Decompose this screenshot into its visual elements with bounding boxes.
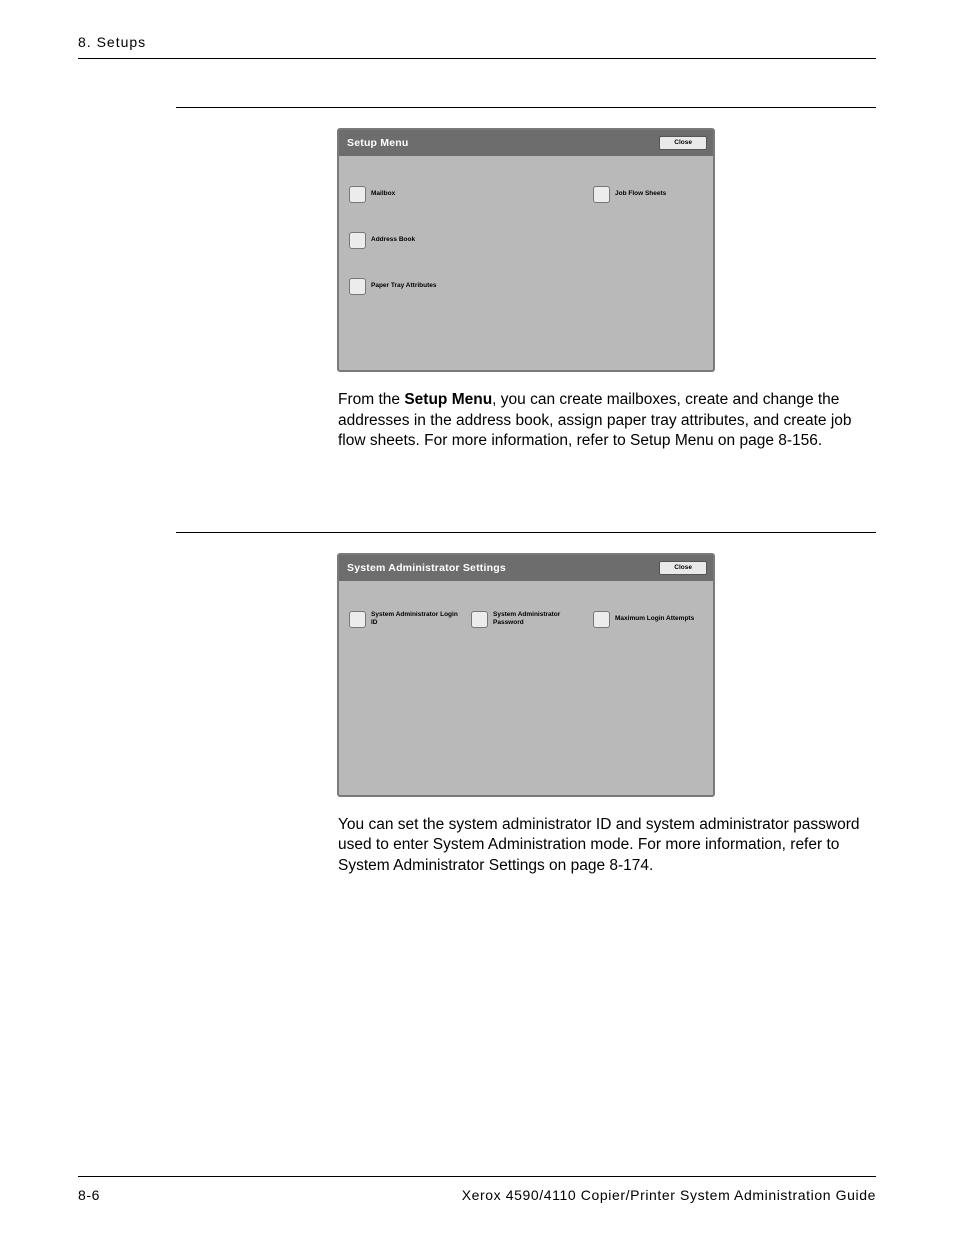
doc-title: Xerox 4590/4110 Copier/Printer System Ad… <box>462 1187 876 1203</box>
text-bold: Setup Menu <box>404 391 492 408</box>
option-password[interactable]: System Administrator Password <box>471 611 583 628</box>
page-footer: 8-6 Xerox 4590/4110 Copier/Printer Syste… <box>78 1176 876 1203</box>
panel-title: Setup Menu <box>347 137 409 149</box>
checkbox-icon <box>593 186 610 203</box>
panel-header: Setup Menu Close <box>339 130 713 156</box>
checkbox-icon <box>471 611 488 628</box>
option-label: System Administrator Login ID <box>371 611 461 627</box>
checkbox-icon <box>593 611 610 628</box>
option-job-flow[interactable]: Job Flow Sheets <box>593 186 666 203</box>
panel-title: System Administrator Settings <box>347 562 506 574</box>
close-button[interactable]: Close <box>659 136 707 151</box>
section-setup-menu: Setup Menu Close Mailbox Address Book Pa… <box>176 107 876 490</box>
option-label: Job Flow Sheets <box>615 190 666 198</box>
text-pre: From the <box>338 391 404 408</box>
checkbox-icon <box>349 611 366 628</box>
option-label: Maximum Login Attempts <box>615 615 694 623</box>
option-max-attempts[interactable]: Maximum Login Attempts <box>593 611 694 628</box>
panel-setup-menu: Setup Menu Close Mailbox Address Book Pa… <box>337 128 715 372</box>
option-mailbox[interactable]: Mailbox <box>349 186 395 203</box>
option-address-book[interactable]: Address Book <box>349 232 415 249</box>
option-paper-tray[interactable]: Paper Tray Attributes <box>349 278 437 295</box>
panel-body: Mailbox Address Book Paper Tray Attribut… <box>339 156 713 370</box>
page-number: 8-6 <box>78 1187 100 1203</box>
section-sysadmin: System Administrator Settings Close Syst… <box>176 532 876 915</box>
checkbox-icon <box>349 278 366 295</box>
checkbox-icon <box>349 186 366 203</box>
option-label: Paper Tray Attributes <box>371 282 437 290</box>
running-head: 8. Setups <box>78 34 876 59</box>
option-label: System Administrator Password <box>493 611 583 627</box>
close-button[interactable]: Close <box>659 561 707 576</box>
option-label: Address Book <box>371 236 415 244</box>
panel-header: System Administrator Settings Close <box>339 555 713 581</box>
panel-sysadmin: System Administrator Settings Close Syst… <box>337 553 715 797</box>
section1-paragraph: From the Setup Menu, you can create mail… <box>338 390 876 452</box>
section2-paragraph: You can set the system administrator ID … <box>338 815 876 877</box>
checkbox-icon <box>349 232 366 249</box>
option-login-id[interactable]: System Administrator Login ID <box>349 611 461 628</box>
panel-body: System Administrator Login ID System Adm… <box>339 581 713 795</box>
option-label: Mailbox <box>371 190 395 198</box>
